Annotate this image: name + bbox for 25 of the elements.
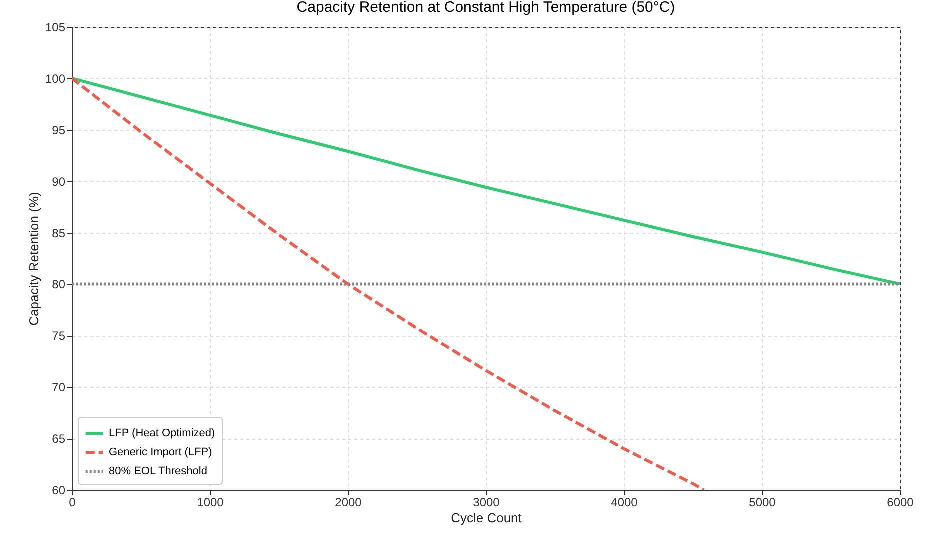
y-tick-label: 60 (52, 484, 66, 498)
x-tick-label: 6000 (887, 496, 914, 510)
y-tick-label: 95 (52, 123, 66, 138)
x-tick-label: 5000 (749, 496, 776, 510)
y-tick-label: 80 (52, 278, 66, 292)
line-series (72, 76, 900, 286)
y-axis-title: Capacity Retention (%) (26, 192, 42, 326)
y-tick-label: 100 (45, 72, 66, 86)
x-tick-label: 0 (69, 496, 76, 510)
y-tick-label: 65 (52, 432, 66, 446)
x-tick-label: 4000 (611, 496, 638, 510)
legend-label: 80% EOL Threshold (109, 466, 208, 478)
y-tick-label: 75 (52, 329, 66, 344)
y-tick-label: 90 (52, 174, 66, 189)
x-tick-label: 2000 (335, 496, 362, 510)
y-tick-label: 105 (45, 20, 66, 34)
legend-label: LFP (Heat Optimized) (109, 428, 216, 440)
legend-label: Generic Import (LFP) (109, 446, 212, 458)
x-tick-label: 3000 (473, 496, 500, 510)
chart-title: Capacity Retention at Constant High Temperature (50°C) (296, 0, 676, 16)
y-tick-label: 70 (52, 380, 66, 395)
x-axis-title: Cycle Count (451, 510, 522, 526)
x-tick-label: 1000 (197, 496, 224, 510)
line-series (72, 76, 706, 490)
y-tick-label: 85 (52, 226, 66, 240)
